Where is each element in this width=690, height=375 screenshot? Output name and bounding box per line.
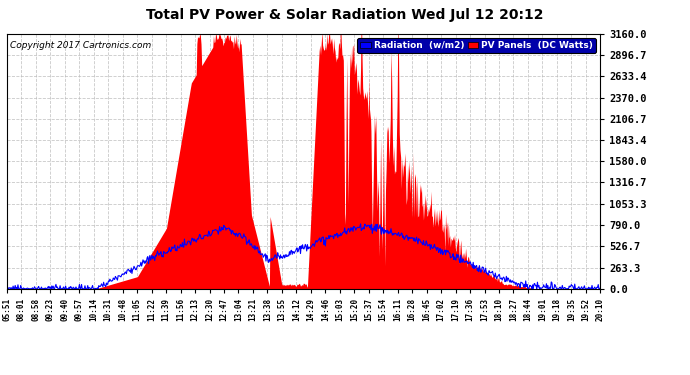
Legend: Radiation  (w/m2), PV Panels  (DC Watts): Radiation (w/m2), PV Panels (DC Watts): [357, 38, 595, 53]
Text: Copyright 2017 Cartronics.com: Copyright 2017 Cartronics.com: [10, 41, 151, 50]
Text: Total PV Power & Solar Radiation Wed Jul 12 20:12: Total PV Power & Solar Radiation Wed Jul…: [146, 8, 544, 21]
